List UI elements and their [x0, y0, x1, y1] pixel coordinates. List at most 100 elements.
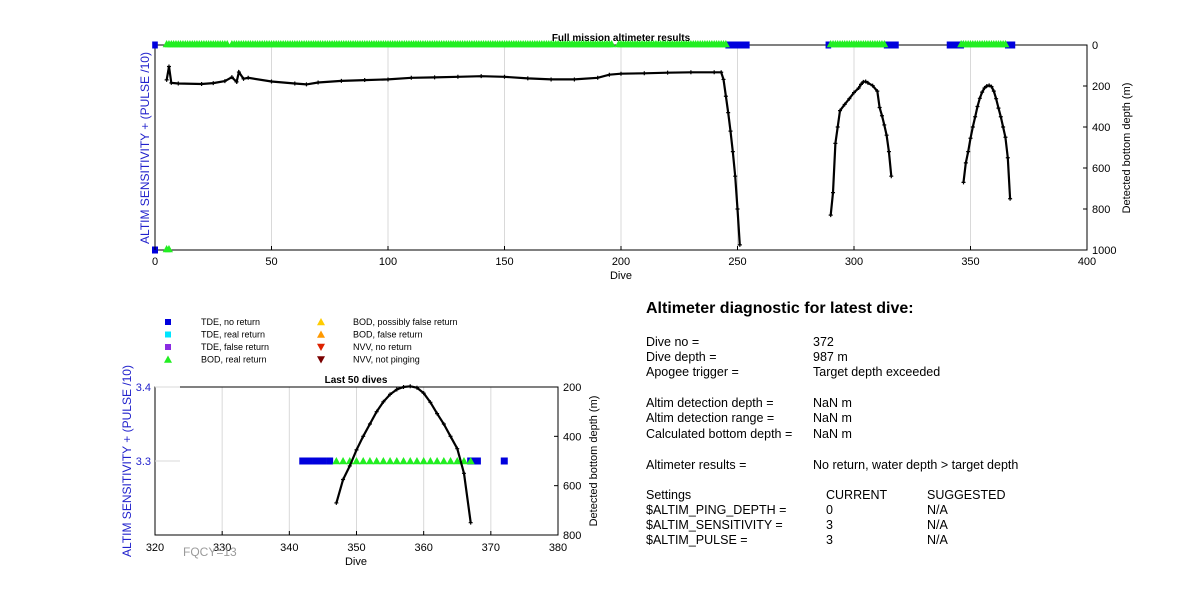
tde-no-return-marker — [299, 457, 307, 465]
diagnostic-value: NaN m — [813, 396, 852, 410]
bottom-depth-point — [721, 77, 726, 82]
bottom-chart-title: Last 50 dives — [325, 375, 388, 386]
top-right-tick-label: 1000 — [1092, 245, 1116, 257]
bod-real-return-marker — [332, 457, 341, 465]
bottom-depth-point — [877, 105, 882, 110]
bottom-depth-point — [833, 141, 838, 146]
bottom-depth-point — [222, 79, 227, 84]
top-x-tick-label: 300 — [845, 256, 863, 268]
bottom-depth-point — [166, 64, 171, 69]
bottom-depth-point — [441, 422, 446, 426]
tde-no-return-marker — [473, 457, 481, 465]
bottom-depth-point — [347, 463, 352, 468]
diagnostic-value: No return, water depth > target depth — [813, 458, 1019, 472]
diagnostic-value: 987 m — [813, 350, 848, 364]
bottom-depth-point — [870, 83, 875, 88]
legend-label: BOD, possibly false return — [353, 317, 458, 327]
bottom-left-tick-label: 3.4 — [136, 382, 151, 394]
bottom-depth-point — [688, 70, 693, 75]
bottom-right-axis-label: Detected bottom depth (m) — [588, 396, 600, 527]
bottom-depth-point — [991, 89, 996, 94]
bottom-depth-point — [619, 71, 623, 76]
settings-label: $ALTIM_PING_DEPTH = — [646, 503, 787, 517]
legend-label: TDE, false return — [201, 342, 269, 352]
bod-real-return-marker — [439, 457, 448, 465]
bottom-depth-point — [1005, 155, 1010, 160]
bottom-depth-point — [730, 149, 735, 154]
bottom-depth-point — [994, 96, 999, 101]
bottom-depth-point — [828, 213, 833, 218]
bottom-depth-point — [984, 84, 989, 88]
bottom-depth-point — [549, 77, 554, 82]
bottom-depth-point — [1008, 196, 1013, 201]
legend: TDE, no return TDE, real return TDE, false… — [164, 317, 458, 365]
bod-real-return-marker — [412, 457, 421, 465]
bod-real-return-marker — [365, 457, 374, 465]
diagnostic-label: Calculated bottom depth = — [646, 427, 793, 441]
bod-real-return-marker — [433, 457, 442, 465]
diagnostic-label: Dive depth = — [646, 350, 717, 364]
legend-label: BOD, real return — [201, 355, 267, 365]
tde-no-return-marker — [319, 457, 327, 465]
last-50-dives-chart: 320 330 340 350 360 370 380 3.3 3.4 200 400 600 80… — [120, 365, 600, 568]
bottom-depth-point — [961, 180, 966, 185]
top-left-axis-label: ALTIM SENSITIVITY + (PULSE /10) — [138, 52, 152, 244]
top-right-tick-label: 800 — [1092, 204, 1110, 216]
top-right-tick-label: 600 — [1092, 163, 1110, 175]
top-chart-title: Full mission altimeter results — [552, 33, 691, 44]
bod-real-return-marker — [453, 457, 462, 465]
bottom-depth-point — [980, 90, 985, 95]
legend-label: NVV, not pinging — [353, 355, 420, 365]
bottom-left-axis-label: ALTIM SENSITIVITY + (PULSE /10) — [120, 365, 134, 557]
full-mission-chart: 0 50 100 150 200 250 300 350 400 0 200 400 600 800 10… — [138, 33, 1133, 282]
bod-real-return-marker — [352, 457, 361, 465]
bottom-depth-point — [882, 122, 887, 127]
bottom-depth-point — [269, 79, 274, 84]
bottom-depth-point — [963, 160, 968, 165]
bottom-depth-point — [889, 174, 894, 179]
bottom-depth-point — [998, 114, 1003, 119]
bottom-depth-point — [414, 385, 419, 390]
bottom-depth-point — [973, 114, 978, 119]
bottom-depth-point — [367, 422, 372, 426]
bottom-depth-point — [982, 86, 987, 91]
legend-marker — [164, 355, 172, 363]
bottom-depth-point — [234, 79, 239, 84]
top-x-tick-label: 250 — [728, 256, 746, 268]
settings-suggested: N/A — [927, 533, 948, 547]
legend-marker — [165, 331, 171, 338]
tde-no-return-marker — [1009, 41, 1016, 49]
diagnostic-label: Altimeter results = — [646, 458, 747, 472]
bottom-depth-point — [737, 242, 742, 247]
bod-real-return-marker — [406, 457, 415, 465]
top-x-axis-label: Dive — [610, 270, 632, 282]
bottom-depth-point — [838, 108, 843, 113]
bottom-depth-point — [428, 400, 433, 405]
fqcy-label: FQCY=13 — [183, 545, 237, 559]
legend-marker — [165, 344, 171, 350]
top-right-tick-label: 200 — [1092, 81, 1110, 93]
bottom-x-tick-label: 370 — [482, 542, 500, 554]
top-x-tick-label: 350 — [961, 256, 979, 268]
bottom-depth-point — [858, 82, 863, 87]
bottom-depth-point — [502, 74, 507, 79]
bottom-depth-point — [879, 113, 884, 118]
diagnostic-label: Apogee trigger = — [646, 365, 739, 379]
bod-real-return-marker — [607, 40, 616, 48]
bottom-depth-point — [401, 385, 406, 389]
bod-real-return-marker — [399, 457, 408, 465]
bottom-depth-point — [316, 80, 321, 85]
settings-current: CURRENT — [826, 488, 888, 502]
legend-marker — [317, 343, 325, 351]
legend-marker — [317, 356, 325, 364]
top-x-tick-label: 200 — [612, 256, 630, 268]
diagnostic-label: Dive no = — [646, 335, 700, 349]
bottom-depth-point — [1003, 135, 1008, 140]
bod-real-return-marker — [419, 457, 428, 465]
bottom-right-tick-label: 400 — [563, 431, 581, 443]
diagnostic-panel: Altimeter diagnostic for latest dive: — [646, 300, 1186, 338]
bottom-depth-point — [388, 392, 393, 397]
bod-real-return-marker — [392, 457, 401, 465]
bottom-depth-point — [455, 446, 460, 451]
